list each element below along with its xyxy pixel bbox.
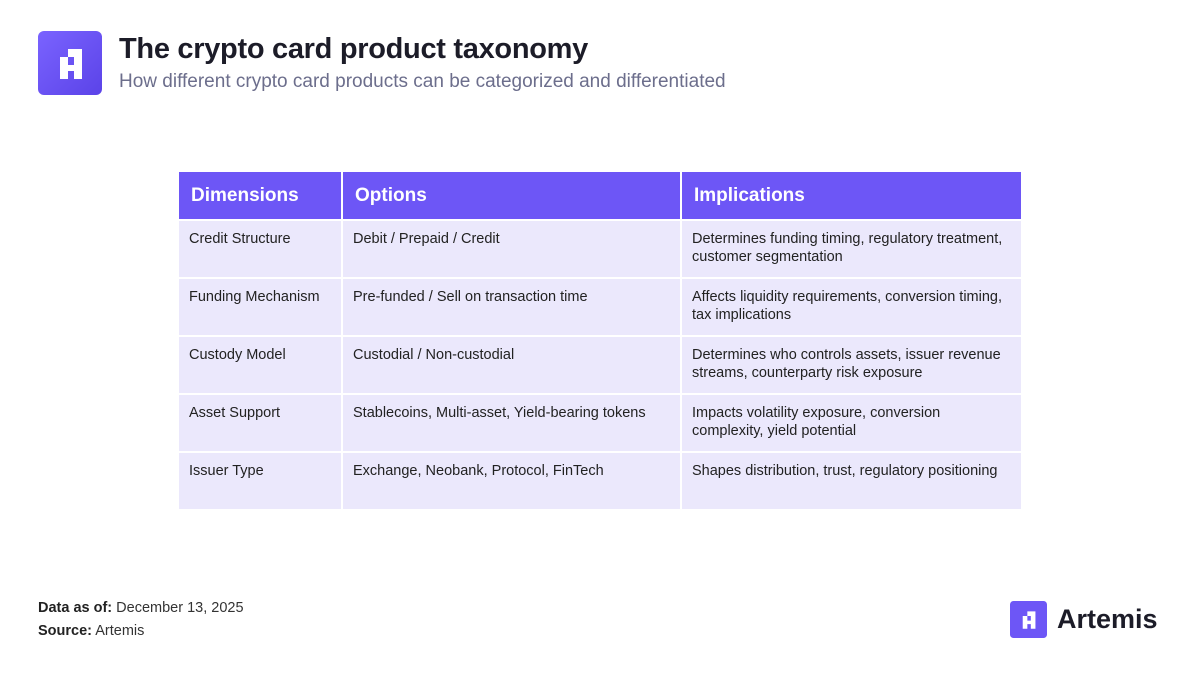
table-row: Issuer Type Exchange, Neobank, Protocol, … xyxy=(179,451,1021,509)
table-row: Credit Structure Debit / Prepaid / Credit… xyxy=(179,219,1021,278)
header-row: Dimensions Options Implications xyxy=(179,172,1021,220)
table-cell: Exchange, Neobank, Protocol, FinTech xyxy=(342,451,682,509)
table-cell: Determines who controls assets, issuer r… xyxy=(681,335,1021,394)
table-cell: Impacts volatility exposure, conversion … xyxy=(681,393,1021,452)
table-cell: Custodial / Non-custodial xyxy=(342,335,682,394)
title: The crypto card product taxonomy xyxy=(119,33,588,65)
data-as-of: Data as of: December 13, 2025 xyxy=(38,600,244,616)
taxonomy-table: Dimensions Options Implications Credit Str… xyxy=(179,172,1021,509)
table-body: Credit Structure Debit / Prepaid / Credit… xyxy=(179,219,1021,509)
table-cell: Pre-funded / Sell on transaction time xyxy=(342,277,682,336)
column-header: Options xyxy=(342,172,682,220)
table-cell: Issuer Type xyxy=(179,451,343,509)
brand: Artemis xyxy=(1010,601,1158,638)
table-cell: Custody Model xyxy=(179,335,343,394)
label: Data as of: xyxy=(38,600,113,616)
source-name: Artemis xyxy=(95,623,145,639)
label: Source: xyxy=(38,623,92,639)
table-row: Asset Support Stablecoins, Multi-asset, Y… xyxy=(179,393,1021,452)
source: Source: Artemis xyxy=(38,623,144,639)
date: December 13, 2025 xyxy=(116,600,244,616)
table-cell: Shapes distribution, trust, regulatory p… xyxy=(681,451,1021,509)
table-cell: Debit / Prepaid / Credit xyxy=(342,219,682,278)
column-header: Dimensions xyxy=(179,172,343,220)
brand-name: Artemis xyxy=(1057,604,1158,634)
table-row: Custody Model Custodial / Non-custodial De… xyxy=(179,335,1021,394)
table-cell: Funding Mechanism xyxy=(179,277,343,336)
subtitle: How different crypto card products can b… xyxy=(119,71,726,92)
column-header: Implications xyxy=(681,172,1021,220)
brand-logo xyxy=(1010,601,1047,638)
logo xyxy=(38,31,102,95)
table-row: Funding Mechanism Pre-funded / Sell on tr… xyxy=(179,277,1021,336)
table-cell: Stablecoins, Multi-asset, Yield-bearing … xyxy=(342,393,682,452)
table-cell: Credit Structure xyxy=(179,219,343,278)
table-cell: Asset Support xyxy=(179,393,343,452)
table-cell: Determines funding timing, regulatory tr… xyxy=(681,219,1021,278)
table-cell: Affects liquidity requirements, conversi… xyxy=(681,277,1021,336)
